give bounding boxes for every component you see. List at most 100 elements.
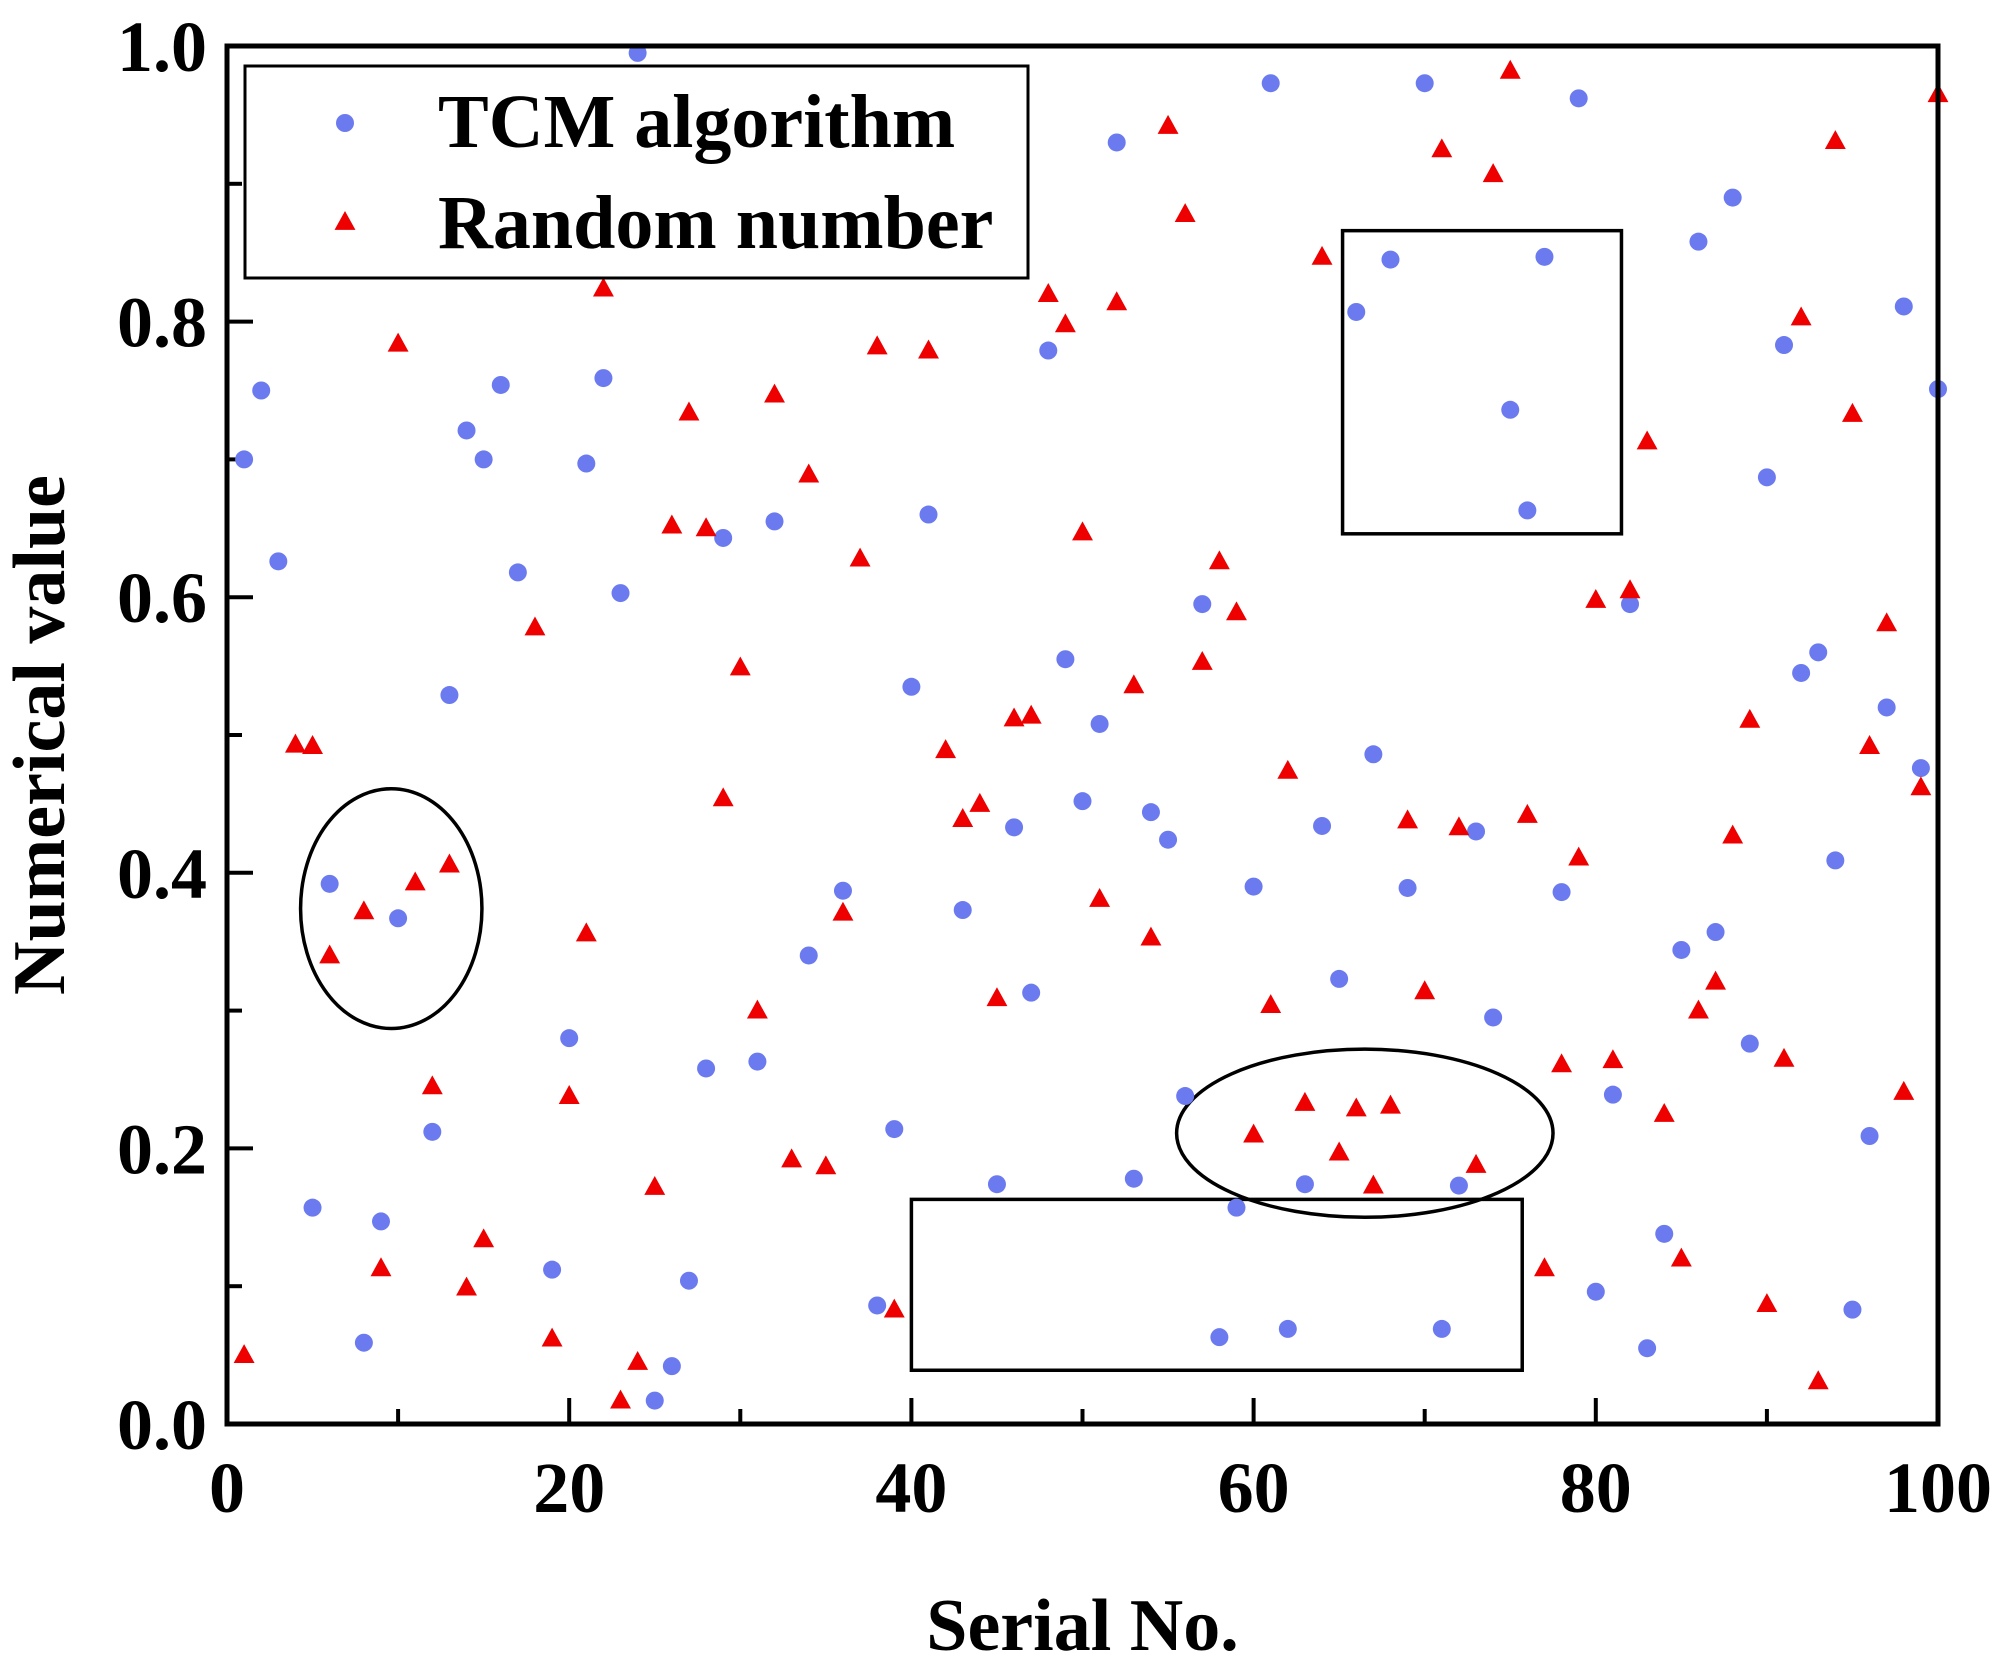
x-tick-label: 100 bbox=[1884, 1448, 1992, 1528]
random-point bbox=[1140, 926, 1162, 946]
tcm-point bbox=[1022, 983, 1041, 1002]
random-point bbox=[1688, 999, 1709, 1019]
tcm-point bbox=[1313, 816, 1332, 835]
tcm-point bbox=[1740, 1034, 1759, 1053]
random-point bbox=[815, 1155, 837, 1175]
annotation-ellipse bbox=[298, 786, 484, 1031]
random-point bbox=[1448, 816, 1470, 836]
tcm-point bbox=[1518, 501, 1537, 520]
random-point bbox=[746, 999, 768, 1019]
random-point bbox=[866, 335, 888, 355]
tcm-point bbox=[269, 552, 288, 571]
tcm-point bbox=[457, 421, 476, 440]
y-tick-label: 0.2 bbox=[117, 1109, 207, 1189]
y-tick-label: 1.0 bbox=[117, 7, 207, 87]
tcm-point bbox=[1056, 650, 1075, 669]
tcm-point bbox=[320, 874, 339, 893]
tcm-point bbox=[303, 1198, 322, 1217]
x-tick-label: 0 bbox=[209, 1448, 245, 1528]
random-point bbox=[832, 901, 854, 921]
random-point bbox=[1191, 650, 1213, 670]
annotation-rectangle bbox=[1340, 228, 1624, 536]
tcm-point bbox=[1398, 878, 1417, 897]
tcm-point bbox=[371, 1212, 390, 1231]
random-point bbox=[1807, 1370, 1829, 1390]
random-point bbox=[524, 616, 546, 636]
tcm-point bbox=[1090, 714, 1109, 733]
tcm-point bbox=[1638, 1339, 1657, 1358]
tcm-point bbox=[1415, 74, 1434, 93]
random-point bbox=[1551, 1053, 1573, 1073]
random-point bbox=[1756, 1293, 1778, 1313]
random-point bbox=[456, 1276, 477, 1296]
random-point bbox=[678, 401, 700, 421]
tcm-point bbox=[1603, 1085, 1622, 1104]
random-point bbox=[1653, 1102, 1675, 1122]
random-point bbox=[627, 1350, 649, 1370]
tcm-point bbox=[1210, 1328, 1229, 1347]
random-point bbox=[1072, 521, 1093, 541]
random-point bbox=[284, 733, 306, 753]
tcm-point bbox=[1381, 250, 1400, 269]
random-point bbox=[1773, 1047, 1795, 1067]
x-tick-label: 40 bbox=[875, 1448, 947, 1528]
random-point bbox=[1397, 809, 1419, 829]
tcm-point bbox=[1295, 1175, 1314, 1194]
y-tick-label: 0.6 bbox=[117, 558, 207, 638]
tcm-point bbox=[799, 946, 818, 965]
random-point bbox=[1568, 846, 1590, 866]
random-point bbox=[661, 514, 683, 534]
tcm-point bbox=[953, 901, 972, 920]
tcm-point bbox=[543, 1260, 562, 1279]
tcm-point bbox=[1672, 940, 1691, 959]
random-point bbox=[302, 735, 323, 754]
random-point bbox=[541, 1327, 563, 1347]
tcm-point bbox=[508, 563, 527, 582]
tcm-point bbox=[611, 584, 630, 603]
random-point bbox=[1499, 59, 1521, 79]
tcm-point bbox=[1775, 336, 1794, 355]
x-tick-label: 80 bbox=[1560, 1448, 1632, 1528]
y-tick-label: 0.8 bbox=[117, 283, 207, 363]
tcm-point bbox=[662, 1357, 681, 1376]
legend-marker-tcm bbox=[336, 114, 354, 132]
random-point bbox=[575, 922, 597, 942]
tcm-point bbox=[1141, 803, 1160, 822]
tcm-point bbox=[1860, 1126, 1879, 1145]
tcm-point bbox=[577, 454, 596, 473]
plot-frame bbox=[224, 43, 1941, 1427]
random-point bbox=[1534, 1257, 1555, 1277]
tcm-point bbox=[252, 381, 271, 400]
random-point bbox=[1054, 313, 1076, 333]
tcm-point bbox=[1877, 698, 1896, 717]
x-axis-title: Serial No. bbox=[926, 1585, 1238, 1667]
random-point bbox=[438, 853, 460, 873]
random-point bbox=[1893, 1080, 1915, 1100]
random-point bbox=[644, 1175, 666, 1195]
tcm-point bbox=[1107, 133, 1126, 152]
tcm-point bbox=[354, 1333, 373, 1352]
random-point bbox=[558, 1085, 580, 1104]
tcm-point bbox=[1176, 1087, 1195, 1106]
random-point bbox=[1842, 402, 1863, 422]
random-point bbox=[1243, 1123, 1265, 1143]
tcm-point bbox=[1449, 1176, 1468, 1195]
annotation-ellipse bbox=[1174, 1047, 1555, 1220]
random-point bbox=[1277, 759, 1299, 779]
tcm-point bbox=[1569, 89, 1588, 108]
tcm-point bbox=[714, 528, 733, 547]
tcm-point bbox=[1330, 969, 1349, 988]
random-point bbox=[1157, 114, 1179, 134]
random-point bbox=[1824, 130, 1846, 150]
random-point bbox=[1585, 588, 1607, 608]
random-point bbox=[1294, 1091, 1316, 1111]
tcm-point bbox=[1432, 1319, 1451, 1338]
tcm-point bbox=[645, 1391, 664, 1410]
tcm-point bbox=[389, 909, 408, 928]
random-point bbox=[233, 1344, 255, 1364]
annotation-rectangle bbox=[909, 1197, 1524, 1373]
random-point bbox=[1311, 245, 1333, 265]
random-point bbox=[592, 277, 614, 297]
